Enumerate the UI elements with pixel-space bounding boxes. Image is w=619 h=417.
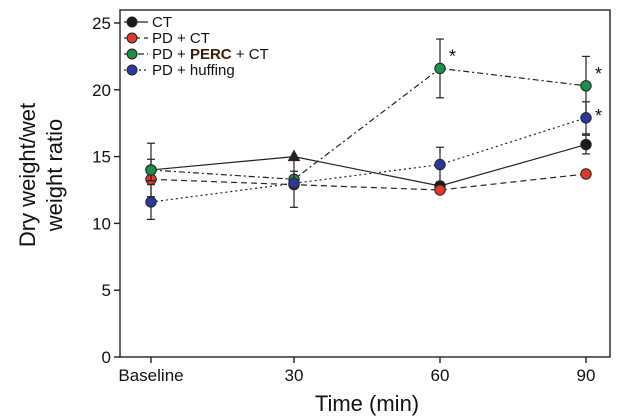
- x-axis-title: Time (min): [315, 391, 419, 416]
- axes: [119, 9, 611, 358]
- x-tick-label: 60: [431, 366, 450, 385]
- data-point: [580, 112, 592, 124]
- x-tick-label: 90: [577, 366, 596, 385]
- series-0: [145, 134, 592, 198]
- series-line: [150, 67, 587, 180]
- legend-item-0: CT: [124, 14, 172, 31]
- y-tick-label: 5: [102, 281, 111, 300]
- y-tick-label: 20: [92, 81, 111, 100]
- series-line: [150, 117, 587, 203]
- y-axis-title: Dry weight/wet weight ratio: [15, 103, 67, 247]
- significance-star: *: [595, 106, 602, 126]
- legend-item-3: PD + huffing: [124, 62, 235, 79]
- legend-label: PD + PERC + CT: [152, 46, 269, 63]
- legend-marker: [126, 64, 138, 76]
- y-tick-label: 0: [102, 348, 111, 367]
- x-tick-label: 30: [285, 366, 304, 385]
- significance-star: *: [449, 46, 456, 66]
- legend-marker: [126, 48, 138, 60]
- series-1: [145, 168, 592, 196]
- series-line: [150, 173, 587, 191]
- legend-label: PD + CT: [152, 30, 210, 47]
- y-tick-label: 10: [92, 214, 111, 233]
- data-point: [145, 164, 157, 176]
- data-point: [434, 184, 446, 196]
- y-axis-ticks: 0 5 10 15 20 25: [92, 14, 120, 367]
- legend-label: CT: [152, 14, 172, 31]
- x-axis-ticks: Baseline 30 60 90: [118, 357, 595, 385]
- data-point: [580, 138, 592, 151]
- legend-label-part: + CT: [232, 46, 269, 63]
- y-tick-label: 15: [92, 148, 111, 167]
- series-3: [145, 101, 592, 220]
- legend-marker: [126, 16, 138, 28]
- significance-star: *: [595, 64, 602, 84]
- legend-marker: [126, 32, 138, 44]
- y-axis-title-line-2: weight ratio: [42, 119, 67, 233]
- data-point: [288, 177, 300, 190]
- series-layer: [145, 38, 592, 220]
- significance-markers: * * *: [449, 46, 602, 125]
- data-point: [434, 62, 446, 75]
- legend-label-part: PD +: [152, 46, 190, 63]
- legend-label-part: PERC: [190, 46, 232, 63]
- legend-label: PD + huffing: [152, 62, 235, 79]
- data-point: [580, 80, 592, 92]
- y-axis-title-line-1: Dry weight/wet: [15, 103, 40, 247]
- data-point: [434, 158, 446, 171]
- legend-item-1: PD + CT: [124, 30, 210, 47]
- series-line: [150, 143, 587, 187]
- y-tick-label: 25: [92, 14, 111, 33]
- x-tick-label: Baseline: [118, 366, 183, 385]
- legend-item-2: PD + PERC + CT: [124, 46, 269, 63]
- data-point: [580, 168, 592, 180]
- plot-frame: [119, 9, 611, 358]
- data-point: [145, 196, 157, 208]
